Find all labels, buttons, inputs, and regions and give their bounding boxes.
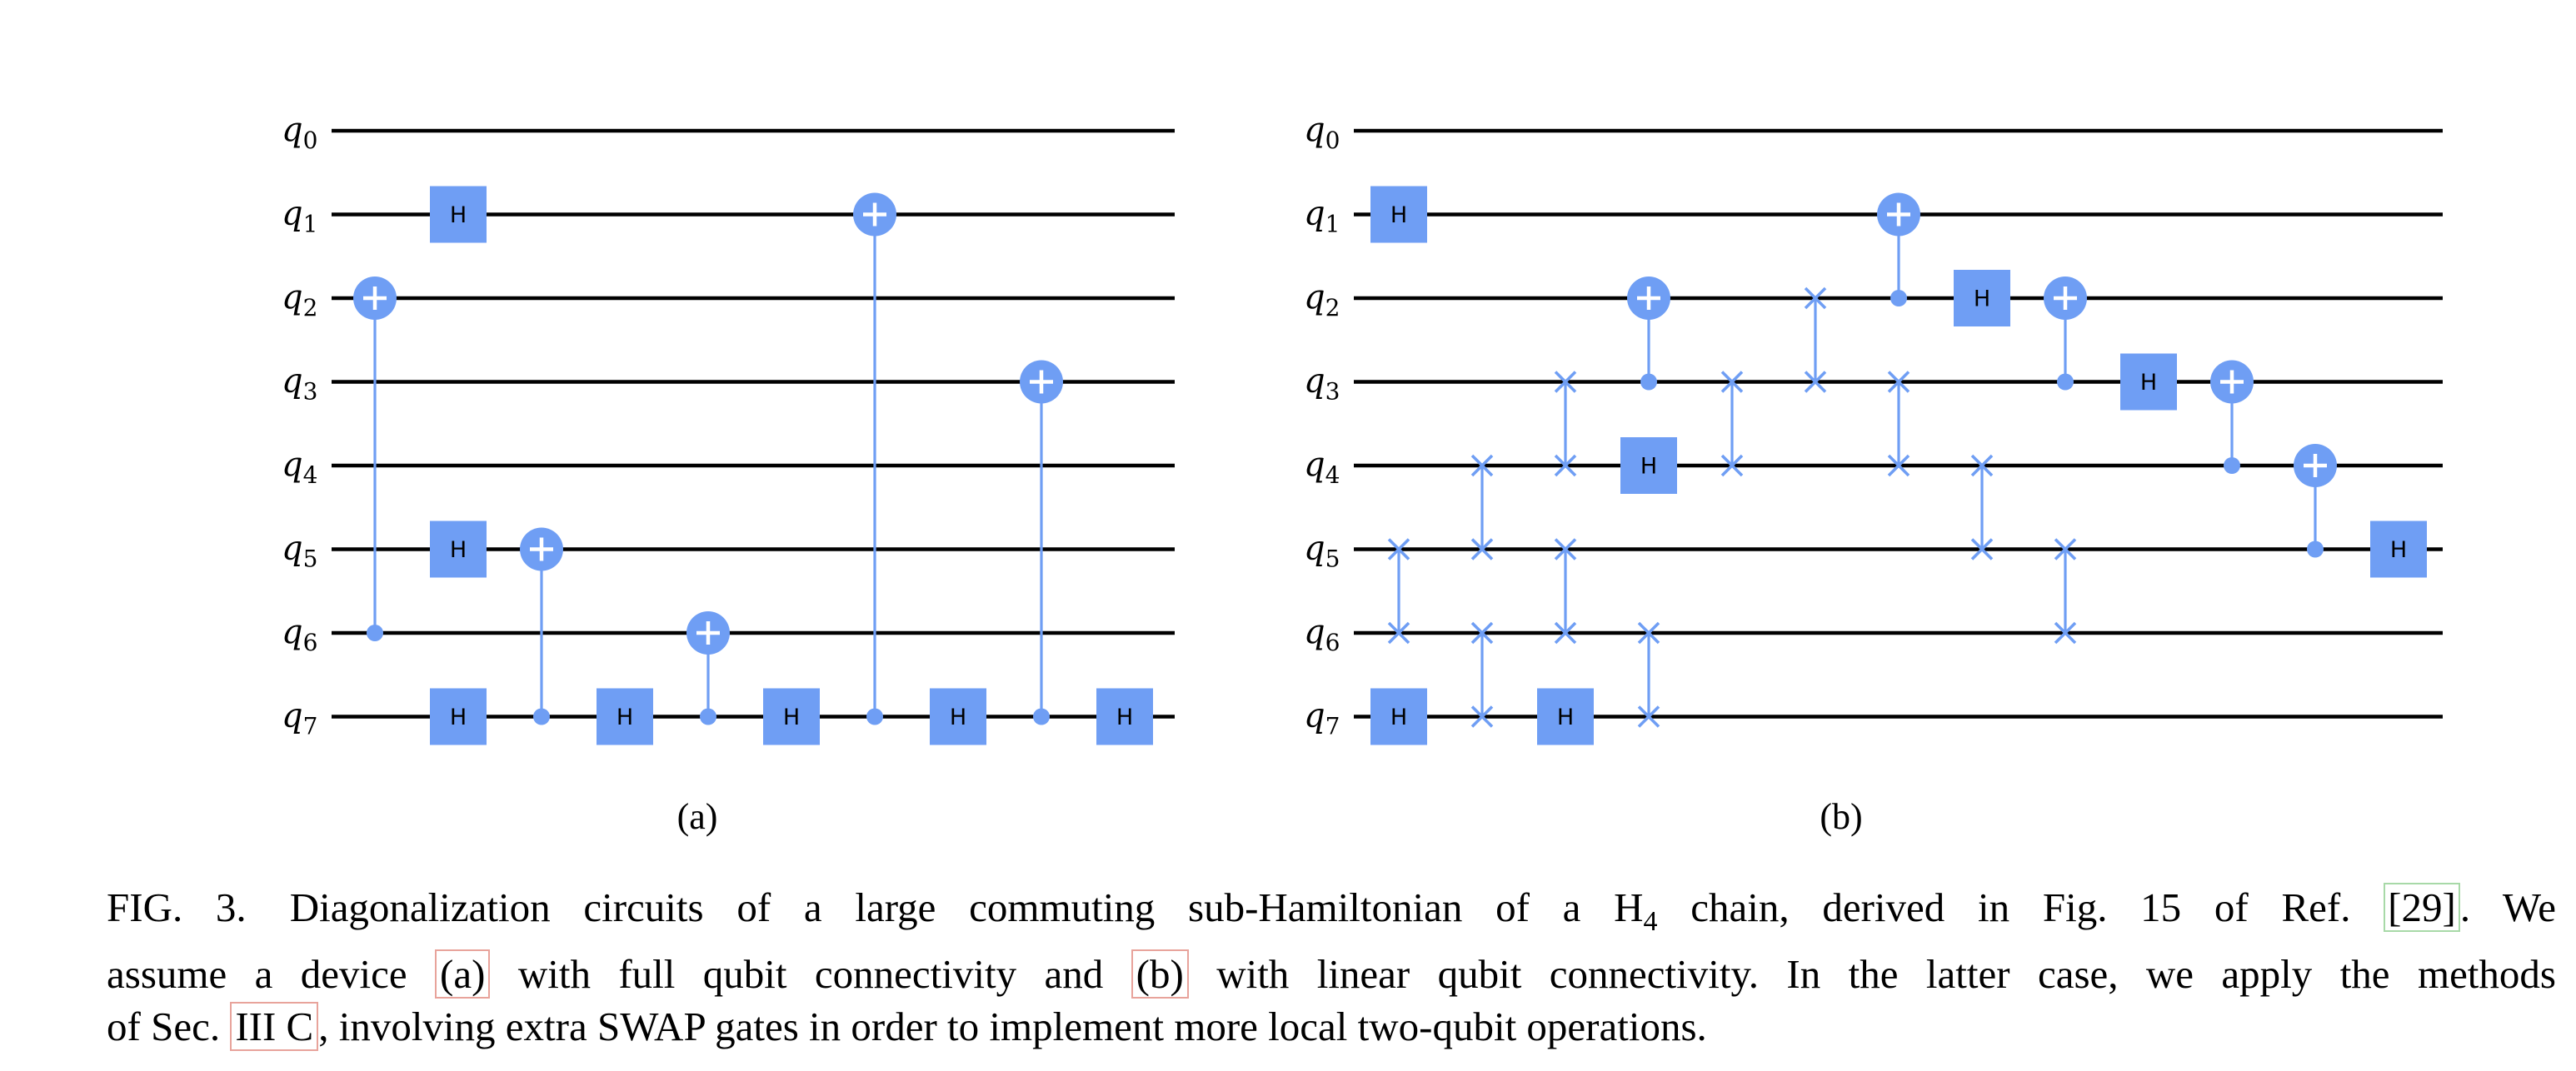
- swap-cross: [1470, 454, 1494, 477]
- caption-text: of Sec.: [107, 1003, 231, 1049]
- hadamard-gate: [430, 186, 487, 243]
- figure-circuits: q0 q1 q2 q3 q4 q5 q6 q7 H H H H H H H q0 q1 q2 q3 q4 q5 q6 q7…: [282, 111, 2443, 837]
- swap-cross: [1970, 538, 1994, 560]
- cnot-control: [367, 625, 383, 641]
- hadamard-gate: [1096, 688, 1153, 745]
- cnot-control: [1033, 708, 1050, 725]
- caption-text: chain, derived in Fig. 15 of Ref.: [1657, 884, 2384, 930]
- caption-text: assume a device: [107, 950, 436, 997]
- swap-cross: [1804, 286, 1827, 310]
- swap-cross: [1637, 621, 1660, 645]
- swap-cross: [1970, 454, 1994, 477]
- qubit-label: q2: [1304, 278, 1340, 321]
- hadamard-label: H: [1557, 705, 1574, 730]
- caption-text: with full qubit connectivity and: [490, 950, 1131, 997]
- qubit-label: q4: [1304, 446, 1340, 489]
- hadamard-gate: [1537, 688, 1594, 745]
- qubit-label: q2: [282, 278, 317, 321]
- caption-subscript: 4: [1643, 905, 1658, 937]
- hadamard-label: H: [450, 202, 467, 228]
- hadamard-gate: [597, 688, 653, 745]
- qubit-label: q6: [282, 613, 317, 656]
- hadamard-label: H: [1116, 705, 1133, 730]
- qubit-label: q6: [1304, 613, 1340, 656]
- hadamard-gate: [430, 688, 487, 745]
- hadamard-label: H: [783, 705, 800, 730]
- figure-tag: FIG. 3.: [107, 884, 247, 930]
- caption-text: Diagonalization circuits of a large comm…: [289, 884, 1644, 930]
- hadamard-label: H: [450, 537, 467, 563]
- qubit-label: q3: [282, 362, 317, 406]
- hadamard-gate: [930, 688, 986, 745]
- qubit-label: q0: [282, 111, 317, 154]
- hadamard-gate: [430, 521, 487, 578]
- reference-link[interactable]: [29]: [2384, 883, 2460, 932]
- cnot-control: [2224, 457, 2240, 474]
- qubit-label: q7: [1304, 697, 1340, 740]
- hadamard-gate: [1954, 270, 2010, 326]
- caption-text: . We: [2459, 884, 2556, 930]
- caption-line-3: of Sec. III C, involving extra SWAP gate…: [107, 1000, 2556, 1053]
- section-link[interactable]: III C: [230, 1001, 319, 1051]
- qubit-label: q0: [1304, 111, 1340, 154]
- cnot-control: [2057, 373, 2074, 391]
- hadamard-label: H: [617, 705, 633, 730]
- cnot-control: [1890, 290, 1907, 306]
- cnot-control: [866, 708, 883, 725]
- hadamard-label: H: [2390, 537, 2407, 563]
- hadamard-label: H: [2140, 370, 2157, 396]
- swap-cross: [1470, 705, 1494, 728]
- swap-cross: [1554, 371, 1577, 393]
- hadamard-label: H: [1640, 454, 1657, 480]
- qubit-label: q3: [1304, 362, 1340, 406]
- hadamard-gate: [2120, 353, 2177, 411]
- caption-line-2: assume a device (a) with full qubit conn…: [107, 948, 2556, 1000]
- qubit-label: q1: [282, 195, 317, 238]
- swap-cross: [1470, 538, 1494, 560]
- hadamard-label: H: [1390, 202, 1407, 228]
- cnot-control: [700, 708, 716, 725]
- caption-text: with linear qubit connectivity. In the l…: [1188, 950, 2556, 997]
- hadamard-gate: [1370, 688, 1427, 745]
- panel-label-a: (a): [677, 796, 718, 837]
- qubit-label: q1: [1304, 195, 1340, 238]
- swap-cross: [2054, 621, 2077, 645]
- panel-b-link[interactable]: (b): [1131, 949, 1189, 999]
- swap-cross: [1804, 371, 1827, 393]
- hadamard-gate: [1620, 437, 1677, 494]
- hadamard-gate: [2370, 521, 2427, 578]
- swap-cross: [1720, 454, 1744, 477]
- swap-cross: [1554, 538, 1577, 560]
- caption-text: , involving extra SWAP gates in order to…: [318, 1003, 1707, 1049]
- swap-cross: [1554, 454, 1577, 477]
- figure-caption: FIG. 3. Diagonalization circuits of a lar…: [107, 881, 2556, 1053]
- swap-cross: [1720, 371, 1744, 393]
- qubit-label: q7: [282, 697, 317, 740]
- qubit-label: q5: [1304, 530, 1340, 573]
- cnot-control: [1640, 373, 1657, 391]
- qubit-label: q4: [282, 446, 317, 489]
- swap-cross: [1887, 454, 1910, 477]
- hadamard-label: H: [450, 705, 467, 730]
- swap-cross: [1387, 538, 1410, 560]
- swap-cross: [1887, 371, 1910, 393]
- hadamard-label: H: [950, 705, 966, 730]
- swap-cross: [1470, 621, 1494, 645]
- hadamard-label: H: [1390, 705, 1407, 730]
- swap-cross: [2054, 538, 2077, 560]
- panel-label-b: (b): [1820, 796, 1862, 837]
- swap-cross: [1387, 621, 1410, 645]
- qubit-label: q5: [282, 530, 317, 573]
- cnot-control: [2307, 540, 2324, 558]
- hadamard-gate: [1370, 186, 1427, 243]
- circuit-panel-b: q0 q1 q2 q3 q4 q5 q6 q7 H H H H H H H: [1304, 111, 2443, 745]
- hadamard-gate: [763, 688, 820, 745]
- hadamard-label: H: [1974, 286, 1990, 312]
- caption-line-1: FIG. 3. Diagonalization circuits of a lar…: [107, 881, 2556, 948]
- panel-a-link[interactable]: (a): [435, 949, 491, 999]
- circuit-panel-a: q0 q1 q2 q3 q4 q5 q6 q7 H H H H H H H: [282, 111, 1175, 745]
- swap-cross: [1637, 705, 1660, 728]
- cnot-control: [533, 708, 550, 725]
- swap-cross: [1554, 621, 1577, 645]
